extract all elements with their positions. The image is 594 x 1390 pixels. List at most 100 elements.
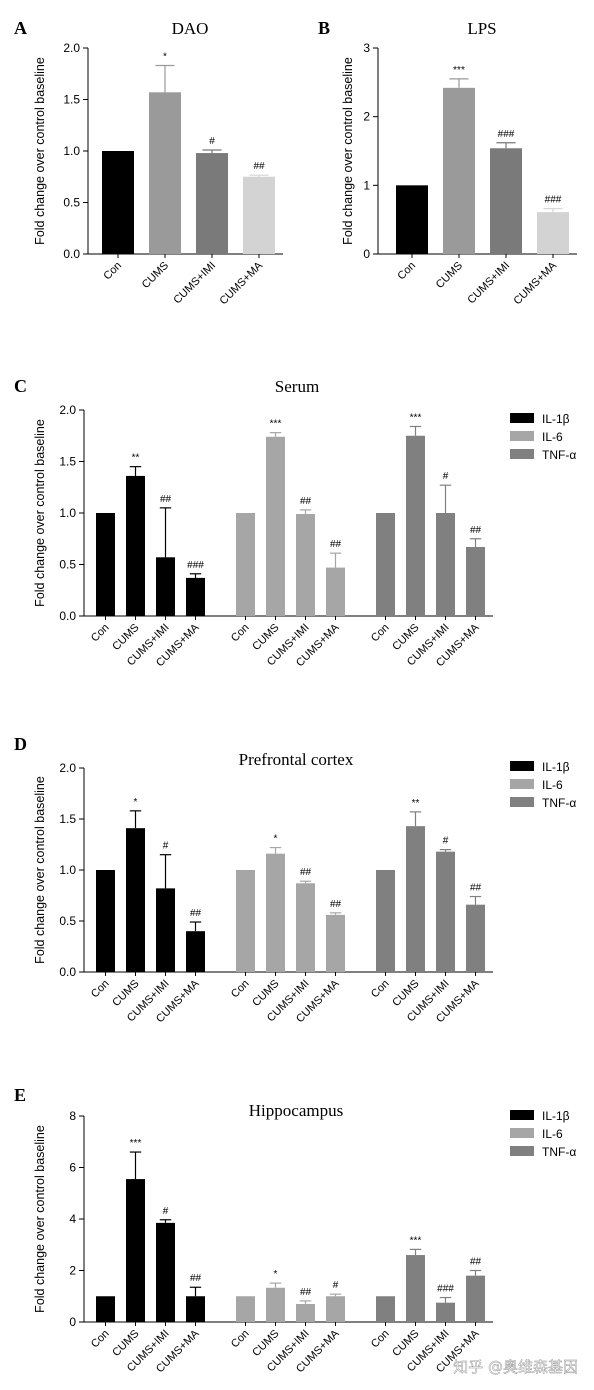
y-tick-label: 2.0 bbox=[63, 41, 80, 55]
bar bbox=[396, 185, 428, 254]
bar bbox=[436, 1302, 455, 1322]
y-tick-label: 6 bbox=[69, 1161, 76, 1175]
bar bbox=[296, 514, 315, 616]
y-tick-label: 1.0 bbox=[59, 506, 76, 520]
y-tick-label: 1.5 bbox=[63, 93, 80, 107]
bar bbox=[149, 92, 181, 254]
bar bbox=[156, 557, 175, 616]
bar bbox=[490, 148, 522, 254]
significance-label: ## bbox=[300, 496, 312, 507]
legend-label: IL-1β bbox=[542, 760, 570, 774]
y-axis-label: Fold change over control baseline bbox=[33, 419, 47, 607]
bar bbox=[376, 870, 395, 972]
bar bbox=[96, 870, 115, 972]
legend-label: IL-6 bbox=[542, 430, 563, 444]
significance-label: # bbox=[163, 1206, 169, 1217]
significance-label: ## bbox=[253, 161, 265, 172]
y-tick-label: 0.5 bbox=[59, 914, 76, 928]
bar bbox=[466, 904, 485, 972]
significance-label: ## bbox=[470, 883, 482, 894]
bar bbox=[326, 1296, 345, 1322]
x-tick-label: CUMS+IMI bbox=[171, 260, 218, 307]
significance-label: ## bbox=[190, 908, 202, 919]
significance-label: ** bbox=[412, 798, 420, 809]
bar bbox=[186, 1296, 205, 1322]
chart-title: Serum bbox=[275, 377, 319, 396]
x-tick-label: Con bbox=[229, 622, 252, 645]
bar bbox=[406, 826, 425, 972]
chart-panel-b: B LPS 0 1 2 3 Fold change over control baselin… bbox=[318, 18, 577, 307]
y-tick-label: 0.0 bbox=[59, 609, 76, 623]
legend-swatch bbox=[510, 1110, 534, 1120]
significance-label: # bbox=[333, 1280, 339, 1291]
panel-letter: A bbox=[14, 18, 27, 38]
y-tick-label: 1.5 bbox=[59, 812, 76, 826]
panel-letter: D bbox=[14, 734, 27, 754]
y-axis-label: Fold change over control baseline bbox=[33, 57, 47, 245]
significance-label: * bbox=[274, 1269, 278, 1280]
bar bbox=[243, 176, 275, 254]
y-tick-label: 1.5 bbox=[59, 455, 76, 469]
significance-label: *** bbox=[270, 419, 282, 430]
legend-swatch bbox=[510, 797, 534, 807]
y-tick-label: 1.0 bbox=[59, 863, 76, 877]
bar bbox=[376, 1296, 395, 1322]
significance-label: *** bbox=[410, 1235, 422, 1246]
significance-label: ## bbox=[300, 1287, 312, 1298]
panel-letter: E bbox=[14, 1085, 26, 1105]
legend-label: IL-6 bbox=[542, 1127, 563, 1141]
bar bbox=[436, 513, 455, 616]
bar bbox=[537, 212, 569, 254]
legend-swatch bbox=[510, 1146, 534, 1156]
bar bbox=[186, 577, 205, 616]
chart-title: Hippocampus bbox=[249, 1101, 343, 1120]
significance-label: ### bbox=[187, 560, 204, 571]
bar bbox=[443, 87, 475, 255]
y-tick-label: 2 bbox=[69, 1264, 76, 1278]
legend-swatch bbox=[510, 413, 534, 423]
y-tick-label: 0.0 bbox=[63, 247, 80, 261]
y-tick-label: 0 bbox=[69, 1315, 76, 1329]
y-tick-label: 4 bbox=[69, 1212, 76, 1226]
y-tick-label: 0.5 bbox=[63, 196, 80, 210]
legend-label: TNF-α bbox=[542, 796, 576, 810]
significance-label: # bbox=[443, 836, 449, 847]
y-tick-label: 2.0 bbox=[59, 761, 76, 775]
legend-label: IL-1β bbox=[542, 412, 570, 426]
significance-label: ### bbox=[498, 129, 515, 140]
significance-label: * bbox=[274, 834, 278, 845]
x-tick-label: CUMS bbox=[434, 260, 465, 291]
legend-swatch bbox=[510, 761, 534, 771]
y-tick-label: 1 bbox=[363, 178, 370, 192]
x-tick-label: Con bbox=[89, 622, 112, 645]
y-tick-label: 0.5 bbox=[59, 558, 76, 572]
legend-swatch bbox=[510, 1128, 534, 1138]
bar bbox=[266, 1287, 285, 1322]
y-axis-label: Fold change over control baseline bbox=[33, 776, 47, 964]
significance-label: ## bbox=[470, 525, 482, 536]
bar bbox=[296, 1303, 315, 1322]
watermark: 知乎 @奥维森基因 bbox=[453, 1358, 578, 1376]
chart-title: Prefrontal cortex bbox=[239, 750, 354, 769]
significance-label: ** bbox=[132, 453, 140, 464]
legend-swatch bbox=[510, 449, 534, 459]
significance-label: * bbox=[134, 797, 138, 808]
significance-label: ## bbox=[470, 1257, 482, 1268]
significance-label: # bbox=[209, 136, 215, 147]
y-tick-label: 0.0 bbox=[59, 965, 76, 979]
x-tick-label: Con bbox=[369, 1328, 392, 1351]
legend-swatch bbox=[510, 431, 534, 441]
bar bbox=[126, 828, 145, 972]
x-tick-label: Con bbox=[229, 1328, 252, 1351]
significance-label: ### bbox=[437, 1284, 454, 1295]
significance-label: *** bbox=[410, 412, 422, 423]
significance-label: *** bbox=[130, 1138, 142, 1149]
chart-panel-e: E Hippocampus 0 2 4 6 8 Fold change over contro… bbox=[14, 1085, 576, 1375]
legend-label: IL-6 bbox=[542, 778, 563, 792]
significance-label: ## bbox=[190, 1273, 202, 1284]
legend-label: TNF-α bbox=[542, 448, 576, 462]
y-axis-label: Fold change over control baseline bbox=[341, 57, 355, 245]
legend-swatch bbox=[510, 779, 534, 789]
significance-label: ## bbox=[330, 899, 342, 910]
